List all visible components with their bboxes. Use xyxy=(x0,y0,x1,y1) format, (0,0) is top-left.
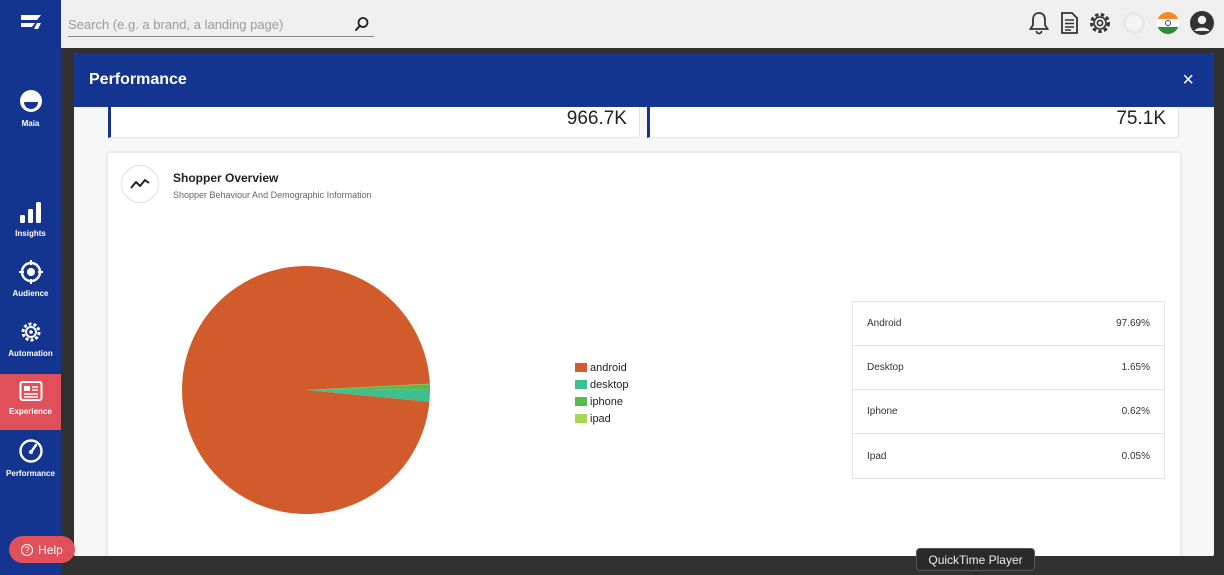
layout-icon xyxy=(19,381,42,401)
legend-item[interactable]: desktop xyxy=(575,376,629,393)
device-share: 0.05% xyxy=(1121,450,1150,462)
stat-card: 75.1K xyxy=(647,107,1179,138)
sidebar-item-automation[interactable]: Automation xyxy=(0,320,61,358)
stat-card: 966.7K xyxy=(108,107,640,138)
device-name: Iphone xyxy=(867,406,898,417)
legend-item[interactable]: ipad xyxy=(575,410,629,427)
overview-title: Shopper Overview xyxy=(173,171,279,185)
sidebar-item-experience[interactable]: Experience xyxy=(0,374,61,430)
legend-swatch-android xyxy=(575,363,587,372)
sidebar-item-performance[interactable]: Performance xyxy=(0,438,61,478)
modal-title: Performance xyxy=(89,71,187,88)
pie-slice-ipad[interactable] xyxy=(306,383,430,390)
device-share: 1.65% xyxy=(1121,362,1150,373)
device-pie-chart xyxy=(181,266,430,515)
performance-modal: Performance × 966.7K 75.1K Shopper Overv… xyxy=(74,53,1214,556)
india-flag-icon[interactable] xyxy=(1156,11,1180,35)
gauge-icon xyxy=(18,439,43,463)
document-icon[interactable] xyxy=(1059,11,1079,35)
bar-chart-icon xyxy=(19,202,41,223)
help-label: Help xyxy=(38,542,63,557)
pie-slice-iphone[interactable] xyxy=(306,384,430,390)
stat-value: 966.7K xyxy=(566,108,627,129)
close-button[interactable]: × xyxy=(1182,68,1194,91)
legend-label: iphone xyxy=(590,395,624,408)
sidebar-item-label: Audience xyxy=(12,289,49,298)
table-row: Desktop 1.65% xyxy=(853,346,1164,390)
legend-item[interactable]: iphone xyxy=(575,393,629,410)
pie-slice-android[interactable] xyxy=(181,266,430,515)
table-row: Ipad 0.05% xyxy=(853,434,1164,478)
settings-icon[interactable] xyxy=(1088,11,1112,35)
sidebar: Maia Insights Audience Automation xyxy=(0,0,61,575)
overview-subtitle: Shopper Behaviour And Demographic Inform… xyxy=(173,190,372,200)
loading-icon xyxy=(1121,10,1147,36)
bell-icon[interactable] xyxy=(1028,11,1050,35)
device-share: 0.62% xyxy=(1121,406,1150,417)
top-icons xyxy=(1019,10,1215,36)
device-name: Desktop xyxy=(867,362,904,373)
legend-swatch-desktop xyxy=(575,380,587,389)
modal-header: Performance × xyxy=(74,53,1214,107)
sidebar-item-label: Performance xyxy=(6,469,55,478)
sidebar-item-label: Insights xyxy=(15,229,46,238)
legend-label: desktop xyxy=(590,378,629,391)
tooltip-text: QuickTime Player xyxy=(928,552,1023,567)
sidebar-item-maia[interactable]: Maia xyxy=(0,88,61,128)
sidebar-item-label: Maia xyxy=(21,119,40,128)
sidebar-item-label: Experience xyxy=(9,407,52,416)
device-share-table: Android 97.69% Desktop 1.65% Iphone 0.62… xyxy=(852,301,1165,479)
search-icon[interactable] xyxy=(354,16,370,32)
sidebar-item-insights[interactable]: Insights xyxy=(0,200,61,238)
table-row: Iphone 0.62% xyxy=(853,390,1164,434)
target-icon xyxy=(18,260,43,284)
device-name: Android xyxy=(867,318,902,329)
legend-label: ipad xyxy=(590,412,611,425)
table-row: Android 97.69% xyxy=(853,302,1164,346)
shopper-overview-card: Shopper Overview Shopper Behaviour And D… xyxy=(108,153,1180,556)
dock-tooltip: QuickTime Player xyxy=(916,548,1035,575)
legend-swatch-ipad xyxy=(575,414,587,423)
trend-line-icon xyxy=(121,165,159,203)
gear-icon xyxy=(21,322,40,342)
sidebar-item-audience[interactable]: Audience xyxy=(0,260,61,298)
legend-label: android xyxy=(590,361,627,374)
top-bar xyxy=(61,0,1224,48)
maia-icon xyxy=(19,90,42,112)
pie-legend: android desktop iphone ipad xyxy=(575,359,629,427)
device-share: 97.69% xyxy=(1116,318,1150,329)
app-logo[interactable] xyxy=(19,12,43,32)
help-icon: ? xyxy=(21,543,34,556)
user-avatar-icon[interactable] xyxy=(1189,10,1215,36)
search-input[interactable] xyxy=(68,17,348,32)
stat-value: 75.1K xyxy=(1116,108,1166,129)
pie-slice-desktop[interactable] xyxy=(306,388,430,402)
modal-body: 966.7K 75.1K Shopper Overview Shopper Be… xyxy=(74,107,1214,556)
help-button[interactable]: ? Help xyxy=(9,536,75,563)
search-bar xyxy=(68,13,374,37)
device-name: Ipad xyxy=(867,450,887,462)
sidebar-item-label: Automation xyxy=(8,349,53,358)
legend-swatch-iphone xyxy=(575,397,587,406)
legend-item[interactable]: android xyxy=(575,359,629,376)
